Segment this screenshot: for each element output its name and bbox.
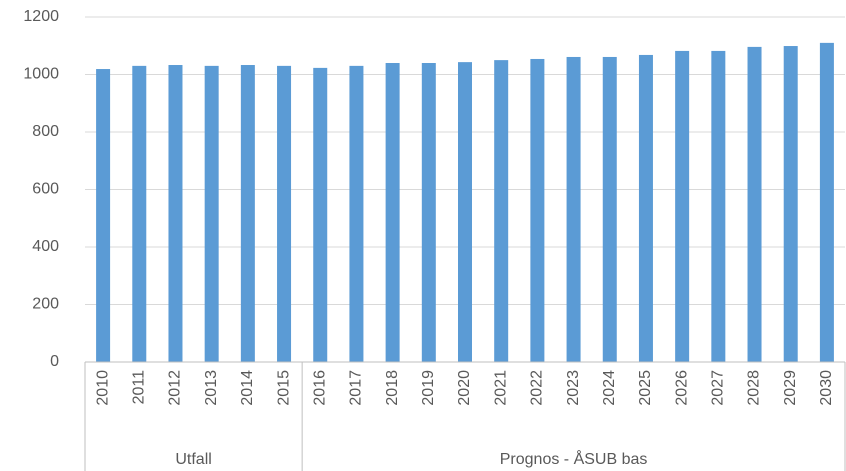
y-tick-label: 1200 <box>23 8 59 25</box>
bar <box>385 63 400 362</box>
x-tick-label: 2012 <box>167 370 184 406</box>
bar <box>204 65 219 362</box>
bar <box>530 58 545 362</box>
bar <box>132 65 147 362</box>
x-tick-label: 2021 <box>492 370 509 406</box>
x-tick-label: 2029 <box>782 370 799 406</box>
group-label: Prognos - ÅSUB bas <box>500 449 648 468</box>
bar <box>240 65 255 362</box>
bar <box>711 50 726 363</box>
y-tick-label: 600 <box>32 181 59 198</box>
bar <box>277 65 292 362</box>
x-tick-label: 2027 <box>710 370 727 406</box>
group-label: Utfall <box>175 451 211 468</box>
x-tick-label: 2020 <box>456 370 473 406</box>
bar <box>675 50 690 363</box>
y-tick-label: 0 <box>50 353 59 370</box>
bar <box>168 65 183 362</box>
x-tick-label: 2030 <box>818 370 835 406</box>
x-tick-label: 2025 <box>637 370 654 406</box>
x-tick-label: 2011 <box>131 370 148 405</box>
y-tick-label: 800 <box>32 123 59 140</box>
x-tick-label: 2016 <box>311 370 328 406</box>
bar <box>638 54 653 362</box>
y-tick-label: 400 <box>32 238 59 255</box>
bar <box>819 42 834 362</box>
y-tick-label: 1000 <box>23 66 59 83</box>
x-tick-label: 2022 <box>529 370 546 406</box>
x-tick-label: 2017 <box>348 370 365 406</box>
x-tick-label: 2015 <box>275 370 292 406</box>
bar <box>458 62 472 362</box>
bar <box>747 46 762 363</box>
bar <box>783 46 798 362</box>
bar <box>421 63 436 362</box>
x-tick-label: 2013 <box>203 370 220 406</box>
bar <box>313 67 328 362</box>
x-tick-label: 2019 <box>420 370 437 406</box>
bar <box>494 60 509 362</box>
x-tick-label: 2026 <box>673 370 690 406</box>
bar <box>96 69 111 362</box>
x-tick-label: 2018 <box>384 370 401 406</box>
x-tick-label: 2024 <box>601 370 618 406</box>
x-tick-label: 2010 <box>94 370 111 406</box>
x-tick-label: 2028 <box>746 370 763 406</box>
bar <box>349 65 364 362</box>
bar <box>566 56 581 363</box>
x-tick-label: 2014 <box>239 370 256 406</box>
bar <box>602 56 617 363</box>
x-tick-label: 2023 <box>565 370 582 406</box>
y-tick-label: 200 <box>32 296 59 313</box>
